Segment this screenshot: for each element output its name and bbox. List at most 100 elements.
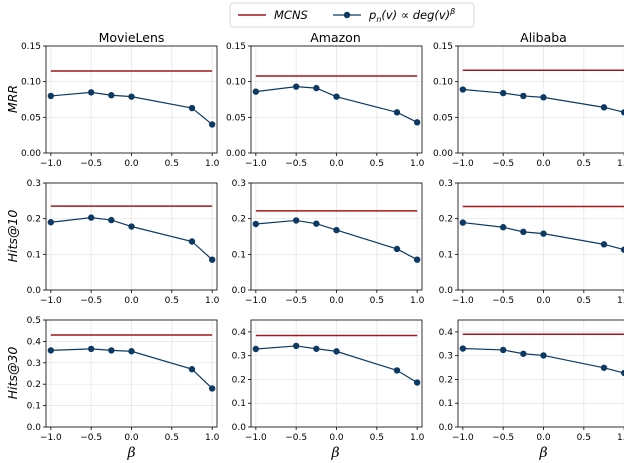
legend-mcns-label: MCNS bbox=[274, 8, 308, 22]
degree-series-point bbox=[459, 86, 467, 93]
x-tick-label: −1.0 bbox=[245, 296, 267, 306]
y-tick-label: 0.1 bbox=[27, 402, 41, 412]
panel-mrr-amazon: −1.0 −0.5 0.0 0.5 1.0 0.00 0.05 0.10 0.15 bbox=[226, 42, 425, 169]
y-tick-label: 0.15 bbox=[433, 42, 453, 52]
panels: −1.0 −0.5 0.0 0.5 1.0 0.00 0.05 0.10 0.15 −1.0 −0.… bbox=[21, 42, 624, 443]
degree-series-point bbox=[520, 350, 527, 357]
degree-series-point bbox=[252, 220, 260, 228]
legend-degree-base: p bbox=[368, 8, 376, 22]
degree-series-point bbox=[600, 104, 608, 111]
degree-series-point bbox=[208, 385, 216, 392]
panel-hits30-movielens: −1.0 −0.5 0.0 0.5 1.0 0.0 0.1 0.2 0.3 0.4 0.5 bbox=[27, 316, 220, 443]
x-tick-label: −1.0 bbox=[452, 296, 474, 306]
x-tick-label: 0.5 bbox=[370, 296, 384, 306]
x-tick-label: 0.5 bbox=[577, 296, 591, 306]
x-tick-label: −1.0 bbox=[40, 433, 62, 443]
y-tick-label: 0.3 bbox=[439, 352, 453, 362]
x-tick-label: 1.0 bbox=[410, 433, 425, 443]
degree-series-point bbox=[128, 93, 135, 100]
y-tick-label: 0.3 bbox=[27, 179, 41, 189]
degree-series-point bbox=[499, 346, 507, 354]
x-tick-label: −0.5 bbox=[80, 159, 102, 169]
x-tick-label: 1.0 bbox=[205, 433, 220, 443]
degree-series-point bbox=[333, 226, 340, 234]
axes-frame bbox=[457, 45, 624, 154]
axes-frame bbox=[457, 319, 624, 428]
x-tick-label: 1.0 bbox=[617, 433, 624, 443]
y-tick-label: 0.10 bbox=[433, 78, 453, 88]
degree-series-point bbox=[292, 342, 300, 350]
degree-series-point bbox=[47, 92, 55, 100]
panel-hits10-amazon: −1.0 −0.5 0.0 0.5 1.0 0.0 0.1 0.2 0.3 bbox=[232, 179, 425, 306]
x-tick-label: 0.0 bbox=[124, 433, 139, 443]
y-tick-label: 0.4 bbox=[439, 328, 454, 338]
y-tick-label: 0.10 bbox=[226, 78, 246, 88]
x-tick-label: 0.5 bbox=[165, 159, 179, 169]
degree-series-line bbox=[462, 347, 624, 374]
degree-series-point bbox=[413, 256, 421, 263]
degree-series-point bbox=[87, 214, 95, 221]
degree-series-point bbox=[333, 93, 340, 100]
legend-degree-sub: n bbox=[376, 15, 381, 24]
y-tick-label: 0.0 bbox=[232, 423, 247, 433]
x-tick-label: 1.0 bbox=[410, 159, 425, 169]
x-tick-label: 0.5 bbox=[165, 433, 179, 443]
x-tick-label: −0.5 bbox=[492, 433, 514, 443]
row-label-hits30: Hits@30 bbox=[5, 347, 20, 400]
degree-series-line bbox=[50, 216, 213, 261]
degree-series-point bbox=[459, 345, 467, 352]
x-tick-label: −1.0 bbox=[245, 159, 267, 169]
y-tick-label: 0.10 bbox=[21, 78, 41, 88]
x-tick-label: −0.5 bbox=[285, 296, 307, 306]
degree-series-point bbox=[87, 345, 95, 353]
legend-degree-marker bbox=[343, 11, 351, 19]
y-tick-label: 0.1 bbox=[232, 250, 246, 260]
y-tick-label: 0.4 bbox=[27, 337, 42, 347]
x-tick-label: 0.0 bbox=[124, 296, 139, 306]
degree-series-line bbox=[255, 345, 418, 384]
degree-series-point bbox=[540, 94, 547, 101]
legend: MCNS pn(v) ∝ deg(v)β bbox=[229, 2, 475, 28]
degree-series-point bbox=[600, 241, 608, 248]
degree-series-line bbox=[50, 348, 213, 389]
degree-series-point bbox=[292, 217, 300, 224]
degree-series-point bbox=[128, 223, 135, 230]
panel-hits30-amazon: −1.0 −0.5 0.0 0.5 1.0 0.0 0.1 0.2 0.3 0.4 bbox=[232, 319, 425, 443]
row-label-mrr: MRR bbox=[5, 85, 20, 113]
degree-series-point bbox=[459, 219, 467, 226]
degree-series-point bbox=[520, 92, 527, 100]
row-label-hits10: Hits@10 bbox=[5, 210, 20, 263]
y-tick-label: 0.3 bbox=[27, 359, 41, 369]
y-tick-label: 0.05 bbox=[433, 113, 453, 123]
y-tick-label: 0.2 bbox=[27, 380, 41, 390]
x-tick-label: 0.0 bbox=[536, 159, 551, 169]
x-tick-label: −0.5 bbox=[80, 433, 102, 443]
x-tick-label: 1.0 bbox=[617, 296, 624, 306]
y-tick-label: 0.0 bbox=[27, 423, 42, 433]
degree-series-point bbox=[620, 109, 624, 116]
x-tick-label: 1.0 bbox=[617, 159, 624, 169]
x-tick-label: 0.0 bbox=[536, 433, 551, 443]
x-axis-label-movielens: β bbox=[126, 445, 135, 461]
degree-series-point bbox=[393, 245, 401, 253]
y-tick-label: 0.1 bbox=[27, 250, 41, 260]
legend-degree-label: pn(v) ∝ deg(v)β bbox=[368, 7, 455, 24]
degree-series-point bbox=[292, 83, 300, 90]
degree-series-point bbox=[108, 92, 115, 99]
degree-series-point bbox=[208, 121, 216, 128]
degree-series-point bbox=[620, 369, 624, 377]
degree-series-point bbox=[47, 219, 55, 226]
x-tick-label: −1.0 bbox=[245, 433, 267, 443]
degree-series-point bbox=[108, 347, 115, 354]
x-axis-label-alibaba: β bbox=[538, 445, 547, 461]
y-tick-label: 0.15 bbox=[21, 42, 41, 52]
y-tick-label: 0.0 bbox=[27, 286, 42, 296]
y-tick-label: 0.0 bbox=[232, 286, 247, 296]
y-tick-label: 0.3 bbox=[232, 352, 246, 362]
degree-series-line bbox=[255, 86, 418, 123]
y-tick-label: 0.4 bbox=[232, 328, 247, 338]
panel-hits10-movielens: −1.0 −0.5 0.0 0.5 1.0 0.0 0.1 0.2 0.3 bbox=[27, 179, 220, 306]
x-tick-label: −0.5 bbox=[492, 159, 514, 169]
degree-series-point bbox=[540, 230, 547, 237]
